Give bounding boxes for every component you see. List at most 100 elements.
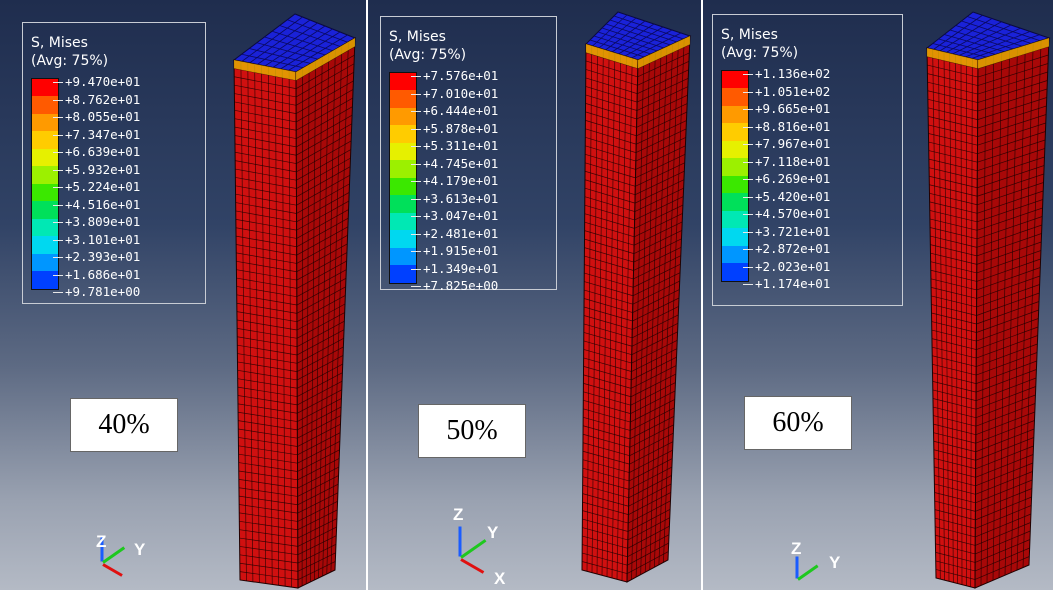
mesh-line [975, 454, 1034, 478]
legend-tick-label: +1.136e+02 [743, 67, 830, 81]
mesh-line [976, 352, 1038, 376]
mesh-line [637, 69, 689, 94]
legend-tick-label: +5.878e+01 [411, 121, 498, 136]
mesh-line [238, 479, 298, 489]
mesh-line [930, 261, 977, 274]
mesh-line [633, 263, 681, 288]
mesh-line [631, 32, 682, 59]
mesh-line [628, 458, 673, 482]
mesh-line [583, 425, 631, 440]
mesh-line [632, 289, 680, 313]
legend-title: S, Mises [389, 29, 446, 45]
mesh-line [295, 54, 355, 89]
legend-color-band [390, 142, 416, 161]
mesh-line [583, 416, 631, 431]
legend-tick-label: +4.745e+01 [411, 156, 498, 171]
contour-plot-panel-40: S, Mises (Avg: 75%) +9.470e+01 +8.762e+01… [0, 0, 366, 590]
mesh-line [582, 467, 630, 482]
mesh-line [605, 23, 671, 46]
mesh-line [297, 535, 337, 556]
mesh-line [296, 132, 352, 164]
mesh-line [932, 355, 977, 367]
legend-tick-label: +7.118e+01 [743, 154, 830, 169]
mesh-line [965, 31, 1031, 58]
mesh-line [930, 287, 977, 299]
mesh-line [627, 525, 670, 549]
mesh-line [627, 534, 670, 558]
mesh-line [975, 420, 1035, 444]
legend-color-band [722, 210, 748, 229]
legend-tick-label: +4.516e+01 [53, 197, 140, 212]
mesh-line [637, 61, 690, 86]
mesh-line [636, 111, 687, 137]
mesh-line [636, 94, 688, 120]
mesh-line [975, 377, 1037, 401]
mesh-line [296, 200, 350, 231]
legend-title: S, Mises [721, 27, 778, 43]
mesh-line [237, 403, 298, 414]
legend-tick-label: +3.721e+01 [743, 224, 830, 239]
mesh-line [581, 561, 628, 574]
z-axis-arrow [458, 526, 462, 557]
mesh-line [237, 369, 298, 381]
legend-tick-label: +5.932e+01 [53, 162, 140, 177]
mesh-line [583, 366, 632, 381]
mesh-line [627, 542, 669, 566]
legend-color-band [32, 271, 58, 289]
mesh-line [582, 459, 630, 473]
mesh-line [236, 286, 297, 298]
percentage-label: 40% [70, 398, 178, 452]
mesh-line [238, 453, 298, 464]
mesh-line [583, 315, 633, 330]
mesh-line [630, 373, 676, 398]
mesh-line [238, 420, 298, 431]
mesh-line [977, 71, 1048, 95]
z-axis-label: Z [791, 539, 802, 558]
mesh-line [582, 493, 629, 507]
mesh-line [977, 122, 1046, 146]
mesh-line [932, 363, 977, 376]
mesh-line [239, 571, 299, 581]
mesh-line [975, 479, 1033, 504]
mesh-line [235, 219, 297, 231]
mesh-line [584, 187, 636, 204]
mesh-line [235, 177, 297, 189]
mesh-line [929, 175, 978, 189]
legend-tick-label: +7.576e+01 [411, 69, 498, 83]
mesh-line [584, 221, 635, 238]
mesh-line [583, 323, 633, 339]
mesh-line [296, 166, 351, 198]
mesh-line [949, 29, 1014, 50]
mesh-line [297, 492, 339, 514]
legend-color-band [722, 175, 748, 194]
mesh-line [297, 363, 343, 389]
mesh-line [236, 252, 297, 264]
mesh-line [296, 183, 350, 214]
mesh-line [976, 343, 1038, 367]
mesh-line [584, 238, 635, 254]
mesh-line [236, 260, 297, 273]
legend-tick-label: +5.420e+01 [743, 189, 830, 204]
mesh-line [927, 81, 978, 95]
mesh-line [582, 433, 630, 448]
edge-elements [234, 60, 296, 81]
mesh-line [975, 471, 1033, 495]
mesh-line [628, 492, 672, 515]
mesh-line [585, 153, 636, 170]
mesh-line [631, 348, 678, 372]
legend-color-band [722, 193, 748, 211]
mesh-line [297, 561, 336, 580]
mesh-line [237, 361, 298, 372]
mesh-line [932, 389, 977, 401]
mesh-line [582, 527, 628, 541]
legend-tick-label: +1.686e+01 [53, 267, 140, 282]
edge-elements [978, 38, 1049, 69]
legend-color-band [32, 131, 58, 149]
mesh-line [295, 72, 354, 106]
mesh-line [583, 340, 632, 356]
mesh-line [296, 303, 346, 331]
mesh-line [976, 335, 1038, 359]
mesh-line [583, 357, 632, 372]
mesh-line [297, 466, 340, 489]
mesh-line [934, 509, 976, 521]
